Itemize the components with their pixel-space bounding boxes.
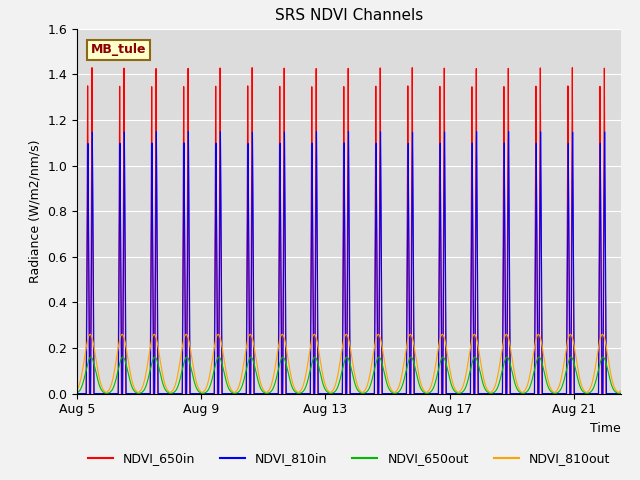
Y-axis label: Radiance (W/m2/nm/s): Radiance (W/m2/nm/s) [29, 140, 42, 283]
Legend: NDVI_650in, NDVI_810in, NDVI_650out, NDVI_810out: NDVI_650in, NDVI_810in, NDVI_650out, NDV… [83, 447, 615, 470]
Text: MB_tule: MB_tule [90, 43, 146, 56]
X-axis label: Time: Time [590, 422, 621, 435]
Title: SRS NDVI Channels: SRS NDVI Channels [275, 9, 423, 24]
